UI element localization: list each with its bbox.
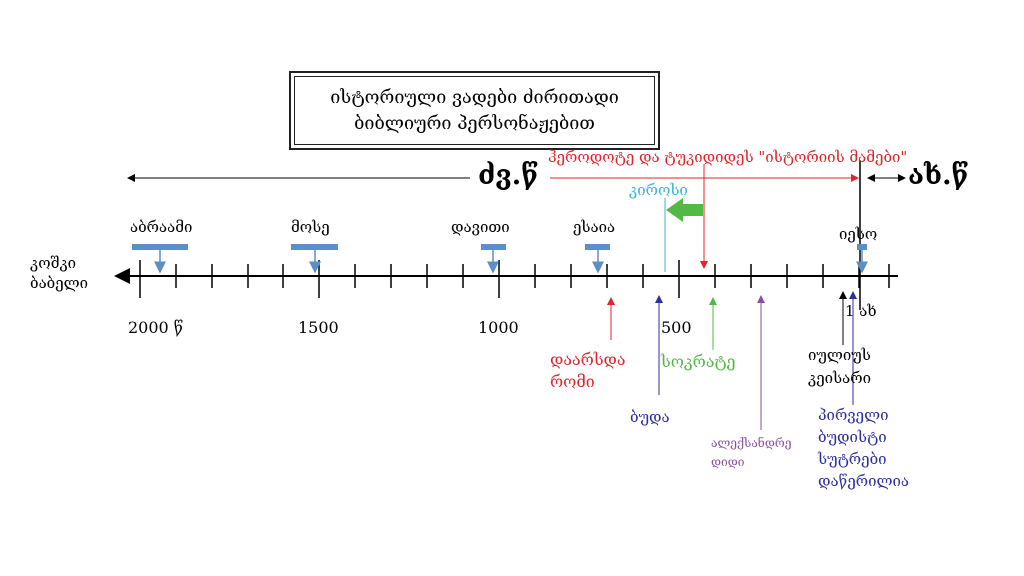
ad-era-label: ახ.წ [908, 160, 969, 191]
axis-ticks [139, 260, 890, 298]
david-bar [481, 244, 506, 250]
alexander-label-line-1: ალექსანდრე [711, 436, 792, 450]
scale-label-2000: 2000 წ [128, 318, 184, 337]
sutras-label-line-1: პირველი [818, 406, 889, 424]
moses-label: მოსე [291, 218, 330, 236]
cyrus-green-arrow [666, 198, 703, 222]
david-label: დავითი [451, 218, 510, 236]
herodotus-label: ჰეროდოტე და ტუკიდიდეს "ისტორიის მამები" [548, 148, 908, 166]
figure-bars [132, 244, 868, 274]
title-line-2: ბიბლიური პერსონაჟებით [354, 112, 595, 134]
rome-label-line-2: რომი [550, 372, 595, 391]
tower-of-babel-line-1: კოშკი [30, 254, 77, 272]
buddha-label: ბუდა [630, 408, 670, 426]
jesus-bar [857, 244, 867, 250]
cyrus-label: კიროსი [629, 181, 688, 199]
scale-label-1500: 1500 [298, 318, 339, 337]
socrates-label: სოკრატე [661, 352, 736, 371]
isaiah-label: ესაია [573, 218, 616, 236]
scale-label-1ad: 1 ახ [845, 302, 877, 320]
moses-bar [291, 244, 338, 250]
isaiah-bar [585, 244, 610, 250]
sutras-label-line-3: სუტრები [818, 450, 887, 468]
sutras-label-line-2: ბუდისტი [818, 428, 887, 446]
scale-label-500: 500 [661, 318, 692, 337]
title-line-1: ისტორიული ვადები ძირითადი [330, 86, 619, 108]
abraham-bar [132, 244, 188, 250]
title-box: ისტორიული ვადები ძირითადი ბიბლიური პერსო… [289, 71, 660, 150]
scale-label-1000: 1000 [478, 318, 519, 337]
abraham-label: აბრაამი [130, 218, 193, 236]
caesar-label-line-2: კეისარი [808, 369, 871, 387]
alexander-label-line-2: დიდი [711, 455, 745, 469]
rome-label-line-1: დაარსდა [550, 350, 626, 369]
sutras-label-line-4: დაწერილია [818, 472, 909, 490]
jesus-label: იესო [839, 225, 878, 243]
tower-of-babel-line-2: ბაბელი [30, 274, 89, 292]
caesar-label-line-1: იულიუს [808, 346, 871, 364]
bc-era-label: ძვ.წ [478, 160, 539, 191]
